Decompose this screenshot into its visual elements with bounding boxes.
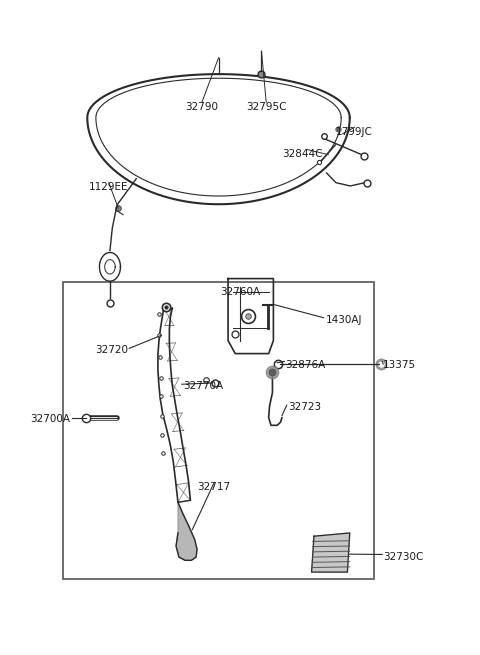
Text: 32795C: 32795C [246, 102, 287, 112]
Text: 32770A: 32770A [183, 381, 223, 391]
Text: 1799JC: 1799JC [336, 127, 373, 137]
Text: 32700A: 32700A [31, 414, 71, 424]
Text: 32720: 32720 [95, 345, 128, 355]
Text: 13375: 13375 [383, 360, 416, 369]
Text: 1129EE: 1129EE [89, 182, 129, 193]
Text: 32730C: 32730C [383, 552, 423, 562]
Text: 32717: 32717 [197, 482, 230, 493]
Polygon shape [176, 502, 197, 560]
Text: 32723: 32723 [288, 402, 321, 412]
Polygon shape [312, 533, 350, 572]
Bar [63, 282, 373, 578]
Text: 32790: 32790 [185, 102, 218, 112]
Text: 1430AJ: 1430AJ [326, 314, 362, 325]
Text: 32876A: 32876A [285, 360, 325, 369]
Text: 32844C: 32844C [282, 149, 322, 159]
Text: 32760A: 32760A [220, 287, 260, 297]
